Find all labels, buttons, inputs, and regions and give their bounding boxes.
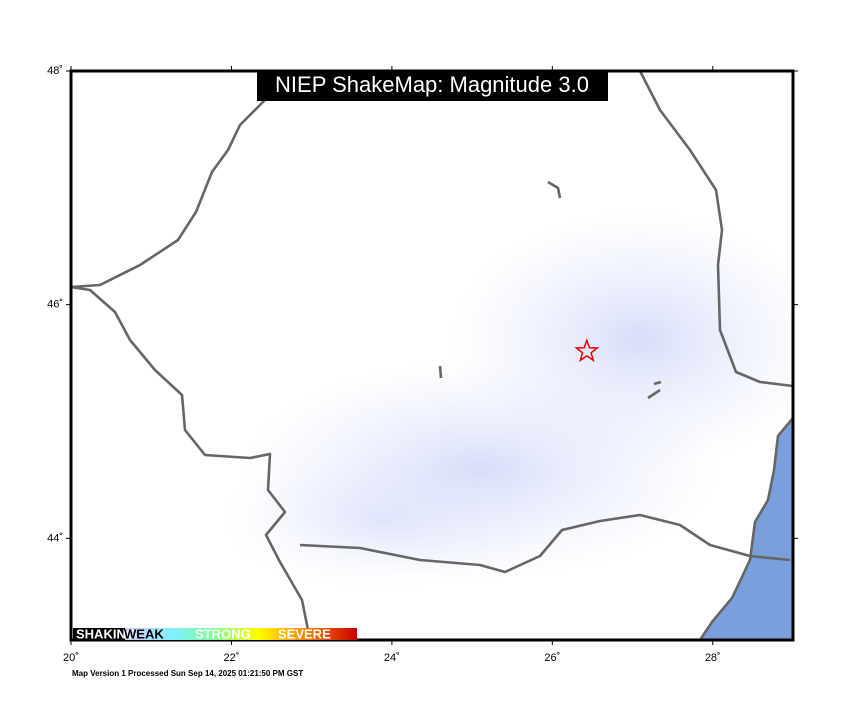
border — [71, 285, 312, 640]
y-tick-label: 48˚ — [47, 65, 63, 77]
border — [299, 513, 791, 574]
legend-title-box — [73, 628, 125, 640]
lake — [647, 380, 662, 400]
border — [698, 417, 793, 640]
legend-scale — [73, 628, 357, 640]
x-tick-label: 26˚ — [544, 652, 560, 664]
border — [71, 71, 274, 289]
legend-label: SEVERE — [278, 626, 331, 641]
sea — [700, 418, 793, 640]
x-tick-label: 24˚ — [384, 652, 400, 664]
footer: Map Version 1 Processed Sun Sep 14, 2025… — [72, 669, 303, 678]
legend-label: WEAK — [124, 626, 164, 641]
x-tick-label: 22˚ — [223, 652, 239, 664]
y-tick-label: 44˚ — [47, 532, 63, 544]
legend: SHAKING WEAK STRONG SEVERE — [73, 626, 357, 641]
map-body — [71, 71, 793, 640]
y-tick-label: 46˚ — [47, 299, 63, 311]
legend-label: STRONG — [195, 626, 251, 641]
shaking-area — [220, 450, 540, 590]
x-tick-label: 20˚ — [63, 652, 79, 664]
map-title: NIEP ShakeMap: Magnitude 3.0 — [275, 72, 589, 97]
border — [638, 71, 793, 388]
title-box — [257, 70, 608, 101]
lake — [438, 365, 443, 379]
epicenter — [574, 338, 600, 363]
lake — [547, 180, 562, 199]
legend-title: SHAKING — [76, 626, 136, 641]
x-tick-label: 28˚ — [705, 652, 721, 664]
